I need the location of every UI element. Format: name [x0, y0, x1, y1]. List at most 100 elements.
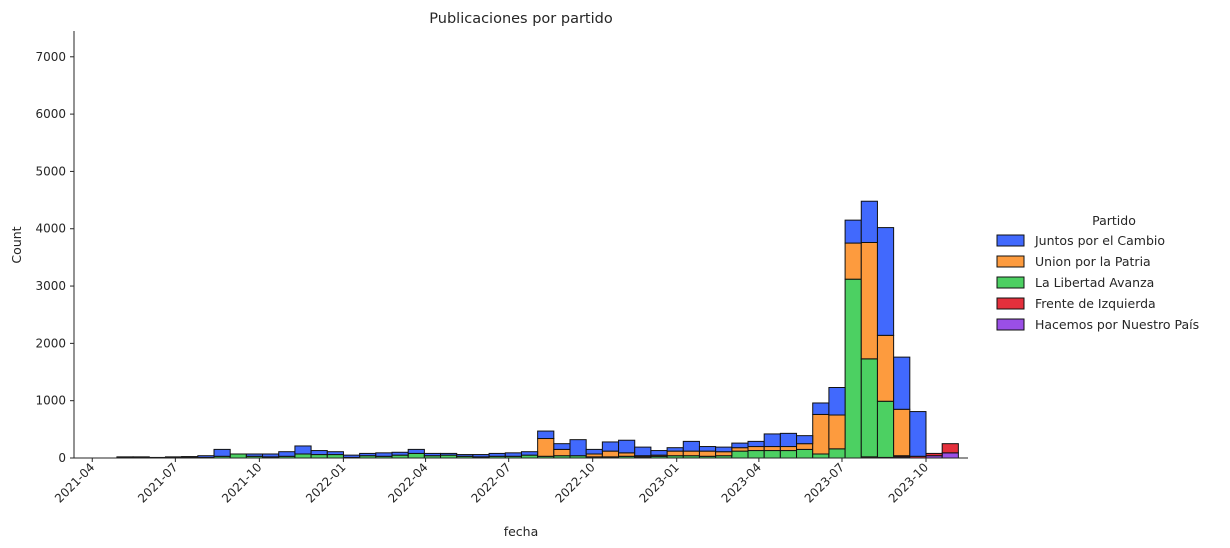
bar-juntos-por-el-cambio-47	[876, 227, 895, 336]
x-tick-label-9: 2023-07	[802, 460, 847, 505]
bar-union-por-la-patria-34	[666, 450, 684, 457]
x-tick-label-3: 2022-01	[303, 460, 348, 505]
bar-la-libertad-avanza-39	[747, 450, 765, 459]
bar-juntos-por-el-cambio-43	[812, 402, 830, 415]
bar-juntos-por-el-cambio-29	[585, 448, 603, 455]
bar-juntos-por-el-cambio-32	[634, 446, 652, 457]
bar-union-por-la-patria-42	[796, 443, 814, 450]
x-tick-label-4: 2022-04	[385, 460, 430, 505]
bar-juntos-por-el-cambio-33	[650, 450, 668, 456]
chart-title: Publicaciones por partido	[429, 11, 613, 27]
bar-frente-de-izquierda-50	[925, 452, 943, 457]
bar-juntos-por-el-cambio-27	[553, 443, 571, 450]
bar-union-por-la-patria-31	[618, 452, 636, 457]
bar-juntos-por-el-cambio-13	[326, 451, 344, 456]
bar-union-por-la-patria-38	[731, 447, 749, 452]
bar-juntos-por-el-cambio-34	[666, 447, 684, 452]
bar-juntos-por-el-cambio-35	[682, 440, 700, 452]
bar-juntos-por-el-cambio-17	[391, 451, 409, 456]
legend: Partido Juntos por el Cambio Union por la…	[996, 213, 1199, 332]
y-tick-label-3: 3000	[35, 279, 66, 293]
bar-juntos-por-el-cambio-38	[731, 442, 749, 449]
bar-la-libertad-avanza-13	[326, 454, 344, 459]
bar-juntos-por-el-cambio-45	[844, 219, 862, 244]
bar-juntos-por-el-cambio-46	[860, 200, 878, 243]
bar-juntos-por-el-cambio-9	[262, 453, 280, 458]
y-tick-label-0: 0	[58, 451, 66, 465]
bars-layer	[116, 200, 959, 459]
x-tick-label-1: 2021-07	[135, 460, 180, 505]
bar-juntos-por-el-cambio-37	[715, 446, 733, 453]
bar-la-libertad-avanza-40	[763, 450, 781, 459]
x-tick-label-5: 2022-07	[468, 460, 513, 505]
legend-label-frente-de-izquierda: Frente de Izquierda	[1035, 296, 1156, 311]
bar-juntos-por-el-cambio-48	[893, 356, 911, 410]
legend-swatch-union-por-la-patria	[996, 255, 1025, 268]
bar-union-por-la-patria-30	[601, 450, 620, 458]
bar-la-libertad-avanza-44	[828, 448, 846, 459]
y-tick-label-1: 1000	[35, 394, 66, 408]
x-tick-label-7: 2023-01	[636, 460, 681, 505]
bar-juntos-por-el-cambio-10	[278, 451, 296, 457]
bar-la-libertad-avanza-12	[310, 454, 328, 459]
bar-la-libertad-avanza-47	[876, 400, 895, 458]
x-axis-label: fecha	[504, 524, 539, 539]
axes-layer	[73, 31, 968, 459]
bar-la-libertad-avanza-11	[294, 453, 312, 459]
bar-union-por-la-patria-43	[812, 413, 830, 455]
bar-juntos-por-el-cambio-49	[909, 411, 927, 457]
bar-juntos-por-el-cambio-22	[472, 454, 490, 458]
legend-swatch-juntos-por-el-cambio	[996, 234, 1025, 247]
bar-juntos-por-el-cambio-19	[423, 452, 442, 457]
bar-union-por-la-patria-27	[553, 448, 571, 457]
bar-juntos-por-el-cambio-14	[342, 454, 361, 458]
legend-title: Partido	[1092, 213, 1136, 228]
legend-swatch-frente-de-izquierda	[996, 297, 1025, 310]
x-tick-label-10: 2023-10	[886, 460, 931, 505]
y-axis-label: Count	[9, 226, 24, 263]
bar-la-libertad-avanza-18	[407, 452, 425, 459]
bar-juntos-por-el-cambio-5	[197, 455, 215, 458]
y-tick-label-4: 4000	[35, 222, 66, 236]
bar-la-libertad-avanza-7	[229, 453, 247, 459]
x-tick-label-2: 2021-10	[219, 460, 264, 505]
bar-frente-de-izquierda-51	[941, 443, 959, 454]
bar-juntos-por-el-cambio-20	[440, 452, 458, 456]
legend-swatch-hacemos-por-nuestro-pais	[996, 318, 1025, 331]
bar-union-por-la-patria-35	[682, 450, 700, 457]
legend-label-la-libertad-avanza: La Libertad Avanza	[1035, 275, 1154, 290]
y-tick-label-2: 2000	[35, 336, 66, 350]
bar-juntos-por-el-cambio-15	[359, 452, 377, 457]
bar-juntos-por-el-cambio-23	[488, 452, 506, 457]
bar-juntos-por-el-cambio-6	[213, 448, 231, 457]
bar-la-libertad-avanza-46	[860, 358, 878, 458]
bar-juntos-por-el-cambio-21	[456, 454, 474, 457]
bar-union-por-la-patria-47	[876, 334, 895, 402]
x-tick-label-0: 2021-04	[52, 460, 97, 505]
bar-union-por-la-patria-41	[779, 446, 798, 452]
bar-juntos-por-el-cambio-18	[407, 448, 425, 454]
bar-union-por-la-patria-44	[828, 414, 846, 450]
y-tick-label-5: 5000	[35, 164, 66, 178]
bar-union-por-la-patria-39	[747, 446, 765, 452]
bar-juntos-por-el-cambio-42	[796, 435, 814, 445]
x-tick-label-6: 2022-10	[552, 460, 597, 505]
bar-union-por-la-patria-46	[860, 241, 878, 360]
bar-juntos-por-el-cambio-25	[520, 451, 539, 456]
bar-la-libertad-avanza-38	[731, 450, 749, 459]
bar-la-libertad-avanza-45	[844, 278, 862, 459]
legend-label-hacemos-por-nuestro-pais: Hacemos por Nuestro País	[1035, 317, 1199, 332]
y-ticks: 0 1000 2000 3000 4000 5000 6000 7000	[35, 50, 74, 465]
bar-juntos-por-el-cambio-4	[181, 456, 199, 458]
bar-juntos-por-el-cambio-41	[779, 432, 798, 448]
bar-la-libertad-avanza-41	[779, 450, 798, 459]
bar-juntos-por-el-cambio-36	[698, 446, 717, 452]
bar-juntos-por-el-cambio-44	[828, 387, 846, 416]
legend-label-juntos-por-el-cambio: Juntos por el Cambio	[1034, 233, 1165, 248]
bar-juntos-por-el-cambio-11	[294, 445, 312, 455]
bar-la-libertad-avanza-43	[812, 453, 830, 459]
bar-juntos-por-el-cambio-40	[763, 433, 781, 448]
x-ticks: 2021-04 2021-07 2021-10 2022-01 2022-04 2022-…	[52, 458, 931, 506]
bar-juntos-por-el-cambio-8	[245, 453, 264, 457]
